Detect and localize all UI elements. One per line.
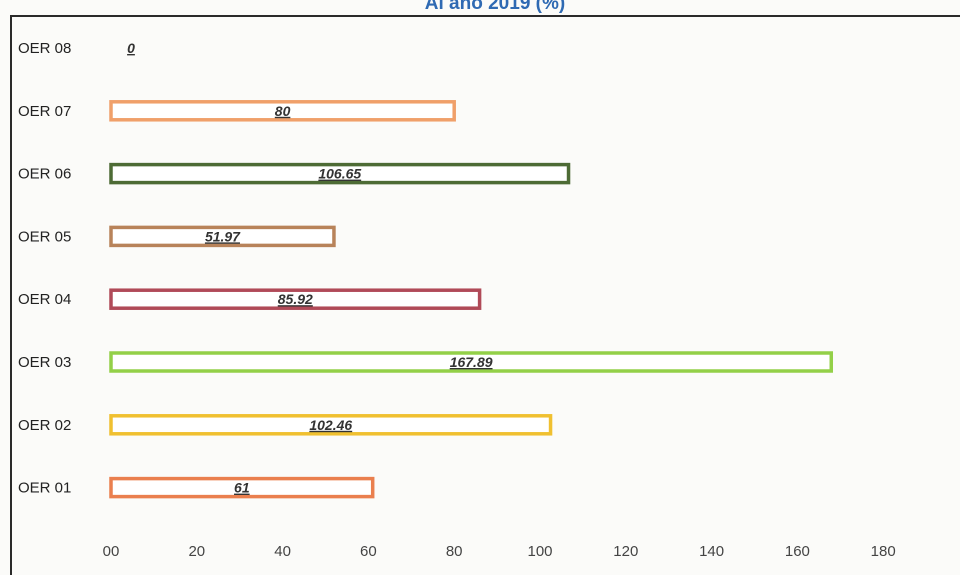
data-label-oer-06: 106.65	[318, 166, 361, 182]
x-tick-label: 180	[871, 543, 896, 560]
x-axis-tick-labels: 00 20 40 60 80 100 120 140 160 180	[103, 543, 896, 560]
category-label-oer-06: OER 06	[18, 166, 71, 183]
category-label-oer-01: OER 01	[18, 480, 71, 497]
chart-title: Al año 2019 (%)	[424, 0, 566, 14]
category-labels: OER 08 OER 07 OER 06 OER 05 OER 04 OER 03 OER …	[18, 40, 71, 497]
data-label-oer-08: 0	[127, 40, 135, 56]
bar-oer-06	[109, 162, 571, 185]
data-label-oer-05: 51.97	[205, 228, 241, 244]
x-tick-label: 160	[785, 543, 810, 560]
x-tick-label: 60	[360, 543, 377, 560]
bar-oer-05	[109, 225, 336, 248]
category-label-oer-05: OER 05	[18, 228, 71, 245]
x-tick-label: 140	[699, 543, 724, 560]
data-label-oer-03: 167.89	[450, 354, 493, 370]
x-tick-label: 40	[274, 543, 291, 560]
bar-oer-02	[109, 414, 553, 436]
bars	[109, 100, 833, 499]
x-tick-label: 120	[613, 543, 638, 560]
x-tick-label: 20	[188, 543, 205, 560]
data-label-oer-02: 102.46	[309, 417, 352, 433]
data-label-oer-01: 61	[234, 480, 250, 496]
category-label-oer-07: OER 07	[18, 103, 71, 120]
x-tick-label: 00	[103, 543, 120, 560]
data-labels: 0 80 106.65 51.97 85.92 167.89 102.46 61	[127, 40, 493, 496]
bar-oer-07	[109, 100, 456, 122]
bar-oer-01	[109, 476, 375, 499]
x-tick-label: 80	[446, 543, 463, 560]
data-label-oer-04: 85.92	[278, 291, 313, 307]
category-label-oer-08: OER 08	[18, 40, 71, 57]
data-label-oer-07: 80	[275, 103, 291, 119]
chart-frame	[10, 15, 960, 575]
bar-oer-04	[109, 288, 482, 310]
x-tick-label: 100	[527, 543, 552, 560]
category-label-oer-02: OER 02	[18, 417, 71, 434]
bar-oer-03	[109, 351, 833, 373]
category-label-oer-03: OER 03	[18, 354, 71, 371]
category-label-oer-04: OER 04	[18, 291, 71, 308]
